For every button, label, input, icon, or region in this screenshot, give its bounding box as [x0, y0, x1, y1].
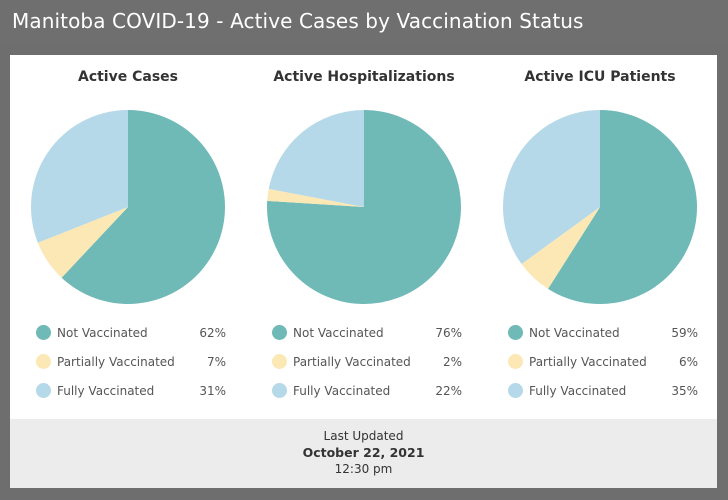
charts-panel: Active Cases Not Vaccinated 62% Partiall…: [10, 55, 717, 419]
legend: Not Vaccinated 76% Partially Vaccinated …: [272, 323, 462, 410]
pie-slice-not-vaccinated[interactable]: [61, 110, 225, 304]
pie-slice-partially-vaccinated[interactable]: [267, 188, 364, 207]
pie-chart[interactable]: [266, 109, 462, 305]
legend-item: Not Vaccinated 76%: [272, 323, 462, 352]
page-title: Manitoba COVID-19 - Active Cases by Vacc…: [12, 9, 584, 33]
legend-swatch: [272, 354, 287, 369]
legend-swatch: [508, 383, 523, 398]
title-bar: Manitoba COVID-19 - Active Cases by Vacc…: [0, 0, 728, 44]
legend-swatch: [36, 325, 51, 340]
legend-label: Not Vaccinated: [57, 326, 148, 340]
legend-item: Fully Vaccinated 35%: [508, 381, 698, 410]
pie-chart[interactable]: [30, 109, 226, 305]
chart-active-icu-patients: Active ICU Patients Not Vaccinated 59% P…: [482, 55, 718, 419]
legend-value: 59%: [671, 326, 698, 340]
legend-item: Fully Vaccinated 22%: [272, 381, 462, 410]
pie-slice-fully-vaccinated[interactable]: [503, 110, 600, 265]
legend-label: Fully Vaccinated: [293, 384, 391, 398]
legend-swatch: [272, 325, 287, 340]
legend-label: Fully Vaccinated: [57, 384, 155, 398]
legend-label: Partially Vaccinated: [57, 355, 175, 369]
legend-item: Not Vaccinated 59%: [508, 323, 698, 352]
legend: Not Vaccinated 62% Partially Vaccinated …: [36, 323, 226, 410]
legend-value: 7%: [206, 355, 226, 369]
last-updated-time: 12:30 pm: [334, 462, 393, 476]
chart-active-hospitalizations: Active Hospitalizations Not Vaccinated 7…: [246, 55, 482, 419]
chart-active-cases: Active Cases Not Vaccinated 62% Partiall…: [10, 55, 246, 419]
legend-label: Fully Vaccinated: [529, 384, 627, 398]
chart-title: Active Hospitalizations: [273, 69, 455, 85]
pie-slice-fully-vaccinated[interactable]: [268, 110, 364, 207]
legend-item: Partially Vaccinated 2%: [272, 352, 462, 381]
legend-item: Partially Vaccinated 6%: [508, 352, 698, 381]
legend-swatch: [272, 383, 287, 398]
legend-label: Not Vaccinated: [529, 326, 620, 340]
legend-item: Partially Vaccinated 7%: [36, 352, 226, 381]
legend-value: 31%: [199, 384, 226, 398]
legend-value: 22%: [435, 384, 462, 398]
legend-swatch: [36, 354, 51, 369]
chart-title: Active Cases: [77, 69, 178, 85]
legend-item: Not Vaccinated 62%: [36, 323, 226, 352]
pie-slice-fully-vaccinated[interactable]: [30, 110, 129, 243]
legend-label: Partially Vaccinated: [529, 355, 647, 369]
legend-value: 35%: [671, 384, 698, 398]
pie-slice-partially-vaccinated[interactable]: [521, 207, 600, 289]
legend-value: 76%: [435, 326, 462, 340]
legend-value: 6%: [678, 355, 698, 369]
pie-chart[interactable]: [502, 109, 698, 305]
legend-value: 2%: [442, 355, 462, 369]
pie-slice-not-vaccinated[interactable]: [548, 110, 697, 304]
legend-label: Not Vaccinated: [293, 326, 384, 340]
last-updated-date: October 22, 2021: [302, 445, 425, 460]
legend-swatch: [508, 354, 523, 369]
legend-swatch: [36, 383, 51, 398]
chart-title: Active ICU Patients: [524, 69, 676, 85]
footer: Last Updated October 22, 2021 12:30 pm: [10, 419, 717, 488]
legend-swatch: [508, 325, 523, 340]
pie-slice-partially-vaccinated[interactable]: [37, 207, 129, 278]
legend-label: Partially Vaccinated: [293, 355, 411, 369]
legend: Not Vaccinated 59% Partially Vaccinated …: [508, 323, 698, 410]
legend-value: 62%: [199, 326, 226, 340]
last-updated-label: Last Updated: [323, 429, 404, 443]
legend-item: Fully Vaccinated 31%: [36, 381, 226, 410]
